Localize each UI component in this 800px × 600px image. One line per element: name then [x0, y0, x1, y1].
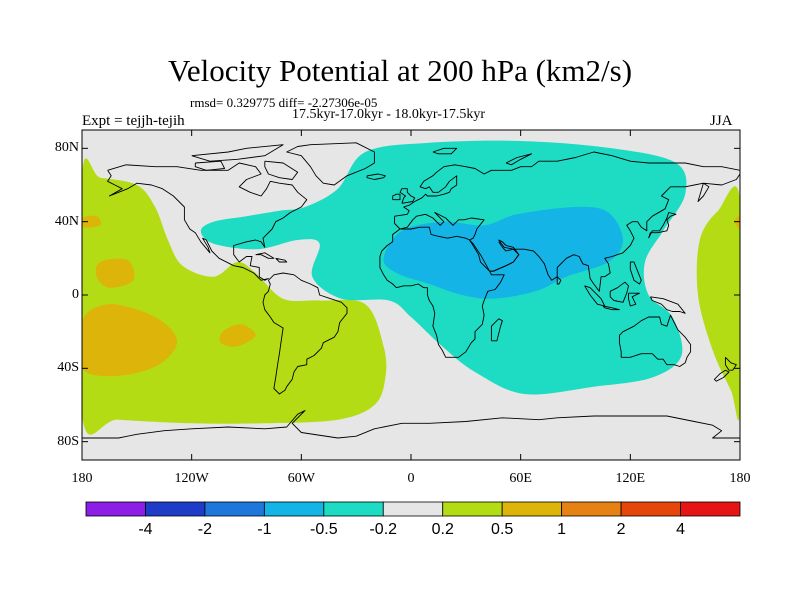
colorbar-label: -0.2: [369, 521, 398, 538]
contour-regions: [82, 140, 740, 435]
north-america-coast: [107, 162, 308, 281]
colorbar-swatch: [561, 501, 622, 517]
colorbar-swatch: [442, 501, 503, 517]
iceland-coast: [366, 173, 386, 180]
colorbar-label: 0.2: [431, 521, 454, 538]
season-label: JJA: [710, 113, 733, 129]
south-america-coast: [262, 272, 348, 395]
colorbar-swatch: [501, 501, 563, 517]
western-pacific-positive-region: [696, 186, 740, 421]
colorbar-label: 0.5: [491, 521, 514, 538]
sri-lanka-coast: [556, 276, 562, 285]
colorbar-swatch: [145, 501, 206, 517]
japan-coast: [648, 212, 677, 239]
borneo-coast: [609, 281, 629, 303]
philippines-coast: [629, 261, 642, 285]
sulawesi-coast: [628, 292, 640, 307]
australia-coast: [618, 314, 692, 367]
colorbar-swatch: [263, 501, 325, 517]
colorbar-label: -2: [197, 521, 213, 538]
colorbar-swatch: [323, 501, 384, 517]
colorbar-label: 4: [676, 521, 685, 538]
british-isles-coast: [399, 188, 416, 204]
colorbar-label: 1: [557, 521, 567, 538]
greenland-coast: [286, 142, 375, 186]
lon-tick-label: 60E: [509, 471, 532, 486]
colorbar-swatch: [620, 501, 681, 517]
arctic-islands-coast: [191, 144, 284, 162]
colorbar-swatch: [680, 501, 741, 517]
colorbar-label: -0.5: [310, 521, 338, 538]
madagascar-coast: [490, 318, 503, 342]
eurasia-coast: [394, 151, 740, 292]
pacific-positive-core-northwest: [82, 215, 102, 228]
novaya-zemlya-coast: [505, 153, 533, 166]
africa-coast: [379, 226, 505, 358]
svalbard-coast: [432, 147, 458, 155]
lon-tick-label: 0: [407, 471, 415, 486]
north-africa-asia-negative-core: [383, 206, 623, 299]
lon-tick-label: 60W: [287, 471, 315, 486]
pacific-positive-core-north: [95, 258, 135, 288]
period-label: 17.5kyr-17.0kyr - 18.0kyr-17.5kyr: [292, 107, 486, 122]
lon-tick-label: 120E: [615, 471, 646, 486]
colorbar: [85, 501, 741, 517]
colorbar-swatch: [85, 501, 146, 517]
arabian-coast: [489, 241, 520, 272]
victoria-island-coast: [194, 160, 226, 171]
new-guinea-coast: [649, 296, 686, 314]
axis-ticks: [81, 130, 741, 460]
lat-tick-label: 40N: [54, 213, 79, 229]
lon-tick-label: 180: [729, 471, 751, 486]
experiment-label: Expt = tejjh-tejih: [82, 113, 185, 129]
lat-tick-label: 80S: [57, 433, 79, 449]
pacific-positive-core-east: [219, 324, 256, 347]
coastlines: [82, 142, 740, 439]
hispaniola-coast: [275, 257, 288, 263]
ireland-coast: [392, 193, 401, 201]
lon-tick-label: 120W: [174, 471, 209, 486]
stats-line: rmsd= 0.329775 diff= -2.27306e-05: [190, 95, 378, 110]
new-zealand-south-coast: [713, 369, 730, 382]
colorbar-label: 2: [616, 521, 626, 538]
cuba-coast: [255, 252, 275, 259]
colorbar-swatch: [204, 501, 265, 517]
pacific-positive-core-south: [82, 304, 178, 377]
colorbar-label: -4: [138, 521, 153, 538]
baffin-coast: [264, 160, 299, 180]
new-zealand-coast: [724, 356, 737, 371]
antarctica-coast: [82, 410, 740, 439]
pacific-americas-positive-region: [82, 158, 387, 435]
lat-tick-label: 40S: [57, 360, 79, 376]
colorbar-label: -1: [257, 521, 272, 538]
java-coast: [602, 305, 620, 311]
colorbar-swatch: [382, 501, 444, 517]
lat-tick-label: 80N: [54, 140, 79, 156]
chart-title: Velocity Potential at 200 hPa (km2/s): [167, 53, 633, 88]
western-pacific-positive-core: [734, 215, 740, 230]
lat-tick-label: 0: [72, 287, 79, 302]
lon-tick-label: 180: [71, 471, 93, 486]
